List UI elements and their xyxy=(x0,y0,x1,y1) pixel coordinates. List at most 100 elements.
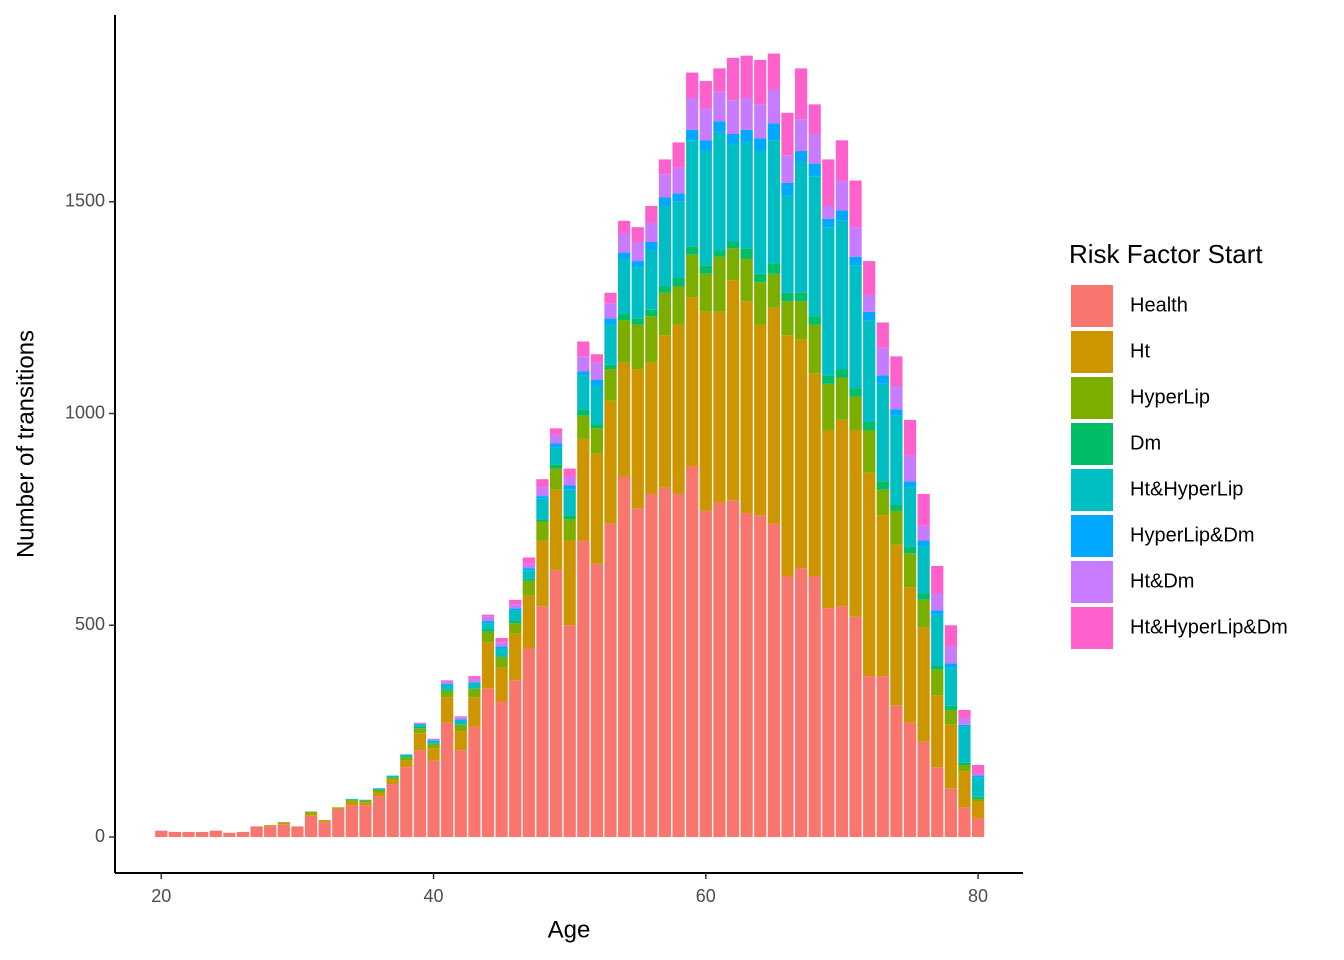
y-axis-title: Number of transitions xyxy=(12,330,39,558)
bar-segment xyxy=(658,174,672,198)
bar-segment xyxy=(359,799,372,801)
bar-segment xyxy=(304,811,318,814)
bar-segment xyxy=(931,665,944,670)
bar-segment xyxy=(509,623,522,634)
bar-segment xyxy=(903,587,917,723)
bar-segment xyxy=(958,726,971,763)
bar-segment xyxy=(863,261,876,295)
bar-segment xyxy=(454,720,467,725)
bar-segment xyxy=(549,570,563,838)
bar-segment xyxy=(903,455,917,482)
bar-segment xyxy=(944,788,957,838)
bar-segment xyxy=(917,546,930,594)
bar-segment xyxy=(822,608,835,838)
bar-segment xyxy=(509,633,522,681)
bar-segment xyxy=(549,464,563,469)
legend-key xyxy=(1071,331,1113,373)
bar-segment xyxy=(441,680,454,682)
bar-segment xyxy=(699,311,712,511)
bar-segment xyxy=(971,796,985,799)
bar-segment xyxy=(536,519,549,522)
bar-segment xyxy=(345,798,358,800)
bar-segment xyxy=(481,621,495,624)
bar-segment xyxy=(890,415,903,505)
bar-segment xyxy=(767,307,781,524)
bar-segment xyxy=(481,623,495,630)
bar-segment xyxy=(917,741,930,838)
bar-segment xyxy=(563,485,576,490)
bar-segment xyxy=(958,771,971,808)
bar-segment xyxy=(522,580,535,596)
bar-segment xyxy=(808,316,821,325)
bar-segment xyxy=(835,369,849,378)
bar-segment xyxy=(359,802,372,806)
bar-segment xyxy=(495,701,508,838)
bar-segment xyxy=(863,430,876,473)
bar-segment xyxy=(849,265,862,389)
bar-segment xyxy=(863,320,876,422)
bar-segment xyxy=(931,565,944,594)
bar-segment xyxy=(863,421,876,431)
bar-segment xyxy=(971,798,985,802)
bar-segment xyxy=(618,252,631,259)
bar-segment xyxy=(713,250,726,257)
bar-segment xyxy=(427,738,440,741)
bar-segment xyxy=(590,453,604,564)
bar-segment xyxy=(454,719,467,721)
bar-segment xyxy=(849,227,862,257)
bar-segment xyxy=(536,498,549,520)
bar-segment xyxy=(563,489,576,516)
bar-segment xyxy=(400,760,413,768)
bar-segment xyxy=(917,599,930,628)
bar-segment xyxy=(563,625,576,838)
bar-segment xyxy=(658,197,672,206)
x-axis-title: Age xyxy=(548,916,591,943)
bar-segment xyxy=(672,324,685,494)
bar-segment xyxy=(876,481,889,490)
bar-segment xyxy=(509,610,522,622)
bar-segment xyxy=(386,777,399,780)
bar-segment xyxy=(672,201,685,278)
y-tick-label: 0 xyxy=(95,826,105,846)
bar-segment xyxy=(699,108,712,141)
bar-segment xyxy=(794,150,808,162)
bar-segment xyxy=(971,801,985,818)
bar-segment xyxy=(618,313,631,321)
bar-segment xyxy=(645,222,658,242)
bar-segment xyxy=(686,297,699,467)
bar-segment xyxy=(441,722,454,838)
bar-segment xyxy=(808,176,821,317)
bar-segment xyxy=(781,301,794,336)
bar-segment xyxy=(182,831,195,838)
bar-segment xyxy=(481,688,495,838)
legend-key xyxy=(1071,377,1113,419)
bar-segment xyxy=(590,428,604,454)
bar-segment xyxy=(699,273,712,312)
bar-segment xyxy=(740,248,753,259)
bar-segment xyxy=(767,263,781,274)
legend-title: Risk Factor Start xyxy=(1069,239,1263,269)
bar-segment xyxy=(631,261,644,268)
bar-segment xyxy=(876,676,889,838)
bar-segment xyxy=(209,830,222,838)
bar-segment xyxy=(604,324,617,365)
bar-segment xyxy=(577,438,590,541)
bar-segment xyxy=(890,510,903,545)
bar-segment xyxy=(713,311,726,503)
bar-segment xyxy=(931,593,944,611)
bar-segment xyxy=(468,679,481,683)
bar-segment xyxy=(468,726,481,838)
bar-segment xyxy=(740,142,753,249)
bar-segment xyxy=(577,341,590,357)
bar-segment xyxy=(917,593,930,600)
bar-segment xyxy=(522,568,535,571)
bar-segment xyxy=(672,167,685,194)
bar-segment xyxy=(277,824,290,838)
legend-key xyxy=(1071,469,1113,511)
y-tick-label: 1000 xyxy=(65,402,105,422)
bar-segment xyxy=(577,409,590,416)
bar-segment xyxy=(672,493,685,838)
bar-segment xyxy=(372,796,386,838)
bar-segment xyxy=(563,515,576,520)
bar-segment xyxy=(441,697,454,723)
